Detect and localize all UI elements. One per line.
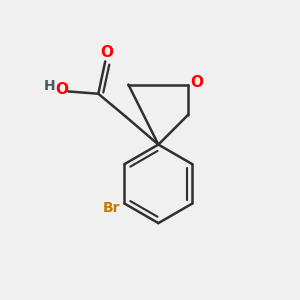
Text: O: O [55,82,68,97]
Text: O: O [100,45,113,60]
Text: Br: Br [103,201,120,215]
Text: H: H [44,79,55,93]
Text: O: O [190,75,203,90]
